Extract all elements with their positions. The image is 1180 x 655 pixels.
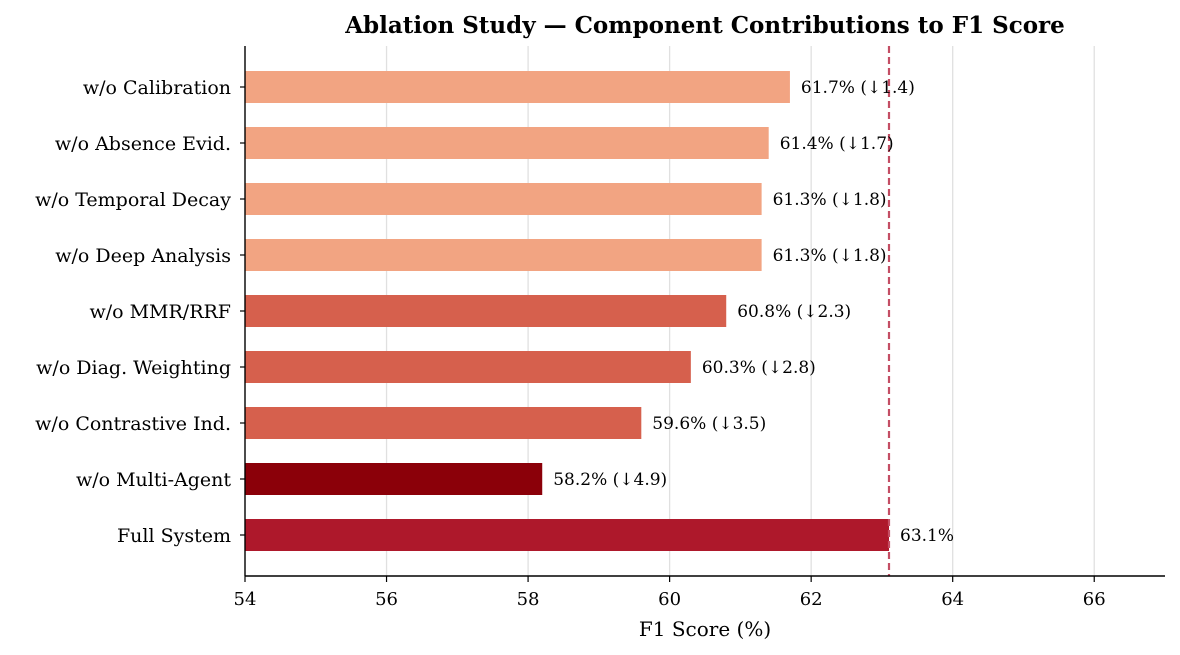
data-label-2: 61.3% (↓1.8) [773,190,887,210]
x-axis-label: F1 Score (%) [639,617,771,641]
data-label-8: 63.1% [900,526,954,546]
y-tick-label-1: w/o Absence Evid. [55,133,231,155]
bar-4 [245,295,727,327]
y-tick-label-0: w/o Calibration [83,77,231,99]
x-tick-label-56: 56 [375,589,398,610]
bar-3 [245,239,762,271]
y-tick-label-6: w/o Contrastive Ind. [35,413,231,435]
data-label-0: 61.7% (↓1.4) [801,78,915,98]
labels: w/o Calibration 61.7% (↓1.4) w/o Absence E… [35,77,1106,610]
axes [240,46,1165,582]
bar-6 [245,407,642,439]
x-tick-label-62: 62 [800,589,823,610]
x-tick-label-58: 58 [517,589,540,610]
bar-1 [245,127,769,159]
bar-5 [245,351,691,383]
data-label-4: 60.8% (↓2.3) [737,302,851,322]
chart-title: Ablation Study — Component Contributions… [344,12,1065,39]
y-tick-label-7: w/o Multi-Agent [76,469,231,491]
bar-2 [245,183,762,215]
data-label-3: 61.3% (↓1.8) [773,246,887,266]
x-tick-label-54: 54 [234,589,257,610]
data-label-7: 58.2% (↓4.9) [553,470,667,490]
data-label-1: 61.4% (↓1.7) [780,134,894,154]
data-label-5: 60.3% (↓2.8) [702,358,816,378]
y-tick-label-8: Full System [117,525,231,547]
bar-7 [245,463,543,495]
y-tick-label-3: w/o Deep Analysis [55,245,231,267]
data-label-6: 59.6% (↓3.5) [652,414,766,434]
y-tick-label-4: w/o MMR/RRF [89,301,231,323]
y-tick-label-2: w/o Temporal Decay [35,189,231,211]
x-tick-label-64: 64 [941,589,964,610]
x-tick-label-60: 60 [658,589,681,610]
y-tick-label-5: w/o Diag. Weighting [36,357,231,379]
bars [245,71,889,551]
x-tick-label-66: 66 [1083,589,1106,610]
bar-8 [245,519,889,551]
bar-0 [245,71,790,103]
